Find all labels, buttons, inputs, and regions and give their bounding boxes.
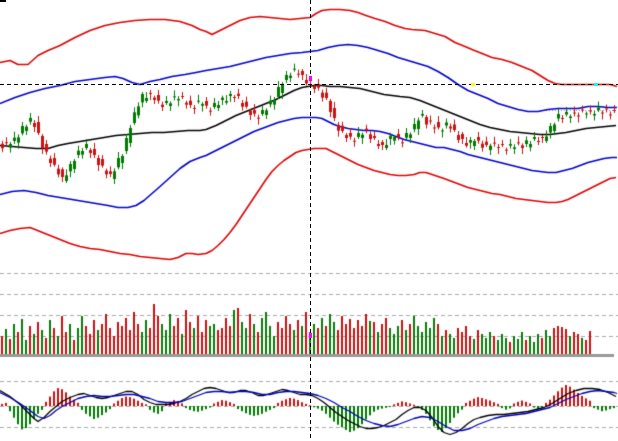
price-panel[interactable] xyxy=(0,0,618,273)
macd-panel[interactable] xyxy=(0,360,618,441)
crosshair-price-marker-icon xyxy=(309,76,312,81)
crosshair-vertical-line xyxy=(310,0,311,441)
crosshair-horizontal-line xyxy=(0,84,618,85)
yellow-level-marker-icon xyxy=(471,83,475,86)
volume-panel[interactable] xyxy=(0,273,618,360)
crosshair-volume-marker-icon xyxy=(309,333,312,338)
axis-corner-tick xyxy=(0,0,6,2)
cyan-level-marker-icon xyxy=(594,83,598,86)
